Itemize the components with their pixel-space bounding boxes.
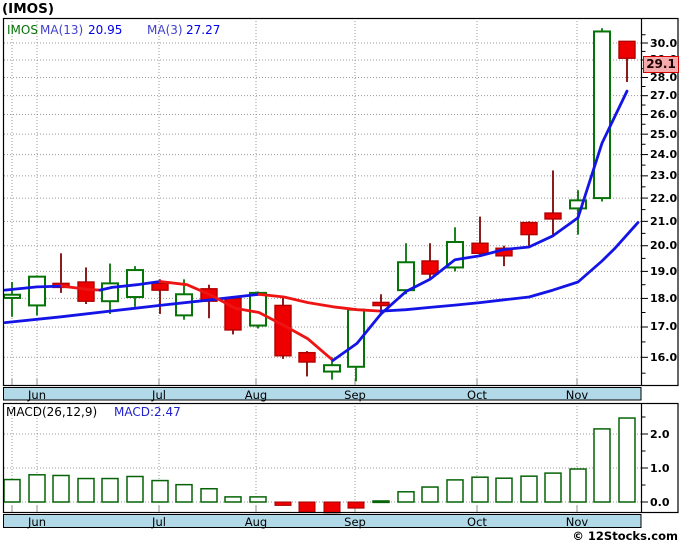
candle-body	[175, 293, 193, 317]
macd-bar-positive	[446, 479, 464, 503]
moving-average-line	[379, 221, 640, 313]
legend-ma3-label: MA(3)	[147, 23, 183, 37]
candle-body	[421, 260, 439, 275]
macd-bar-negative	[323, 501, 341, 514]
candle-body	[544, 212, 562, 220]
macd-bar-positive	[618, 417, 636, 503]
macd-bar-positive	[569, 468, 587, 503]
macd-bar-positive	[397, 491, 415, 503]
legend-ma3-value: 27.27	[186, 23, 221, 37]
macd-bar-positive	[372, 500, 390, 504]
moving-average-line	[331, 89, 629, 362]
price-panel-frame	[2, 17, 679, 387]
moving-average-line	[3, 284, 64, 292]
candle-body	[298, 351, 316, 363]
macd-legend-value: MACD:2.47	[114, 405, 181, 419]
moving-average-line	[257, 292, 383, 313]
copyright-watermark: © 12Stocks.com	[572, 529, 678, 543]
macd-bar-positive	[544, 472, 562, 503]
macd-bar-positive	[28, 474, 46, 503]
macd-bar-positive	[151, 479, 169, 503]
macd-bar-positive	[495, 477, 513, 503]
candle-body	[569, 199, 587, 210]
candle-body	[471, 242, 489, 254]
macd-bar-negative	[274, 501, 292, 506]
page-title: (IMOS)	[2, 1, 54, 17]
macd-bar-positive	[175, 483, 193, 503]
macd-bar-positive	[249, 496, 267, 503]
legend-symbol: IMOS	[7, 23, 38, 37]
month-band	[3, 387, 642, 401]
candle-body	[3, 293, 21, 299]
macd-bar-positive	[520, 475, 538, 503]
moving-average-line	[98, 280, 162, 292]
macd-bar-positive	[126, 475, 144, 503]
macd-bar-positive	[200, 487, 218, 503]
candle-body	[397, 261, 415, 292]
candle-body	[618, 40, 636, 59]
candle-body	[249, 291, 267, 327]
month-band	[3, 514, 642, 528]
macd-bar-positive	[224, 496, 242, 503]
moving-average-line	[60, 284, 102, 292]
macd-bar-positive	[101, 477, 119, 503]
macd-bar-positive	[3, 478, 21, 503]
legend-ma13-label: MA(13)	[40, 23, 84, 37]
candle-body	[28, 275, 46, 307]
macd-legend-label: MACD(26,12,9)	[6, 405, 98, 419]
candle-body	[372, 301, 390, 307]
candle-body	[520, 221, 538, 236]
macd-bar-negative	[298, 501, 316, 513]
macd-bar-negative	[347, 501, 365, 509]
candle-body	[593, 30, 611, 200]
candle-body	[323, 364, 341, 373]
macd-panel-frame	[2, 402, 679, 514]
macd-bar-positive	[52, 474, 70, 503]
macd-bar-positive	[421, 486, 439, 503]
candle-body	[77, 281, 95, 302]
macd-bar-positive	[593, 428, 611, 503]
legend-ma13-value: 20.95	[88, 23, 123, 37]
candle-body	[274, 304, 292, 357]
current-price-tag: 29.1	[643, 56, 679, 73]
macd-bar-positive	[471, 476, 489, 503]
candle-body	[151, 282, 169, 291]
moving-average-line	[158, 280, 335, 362]
macd-bar-positive	[77, 477, 95, 503]
